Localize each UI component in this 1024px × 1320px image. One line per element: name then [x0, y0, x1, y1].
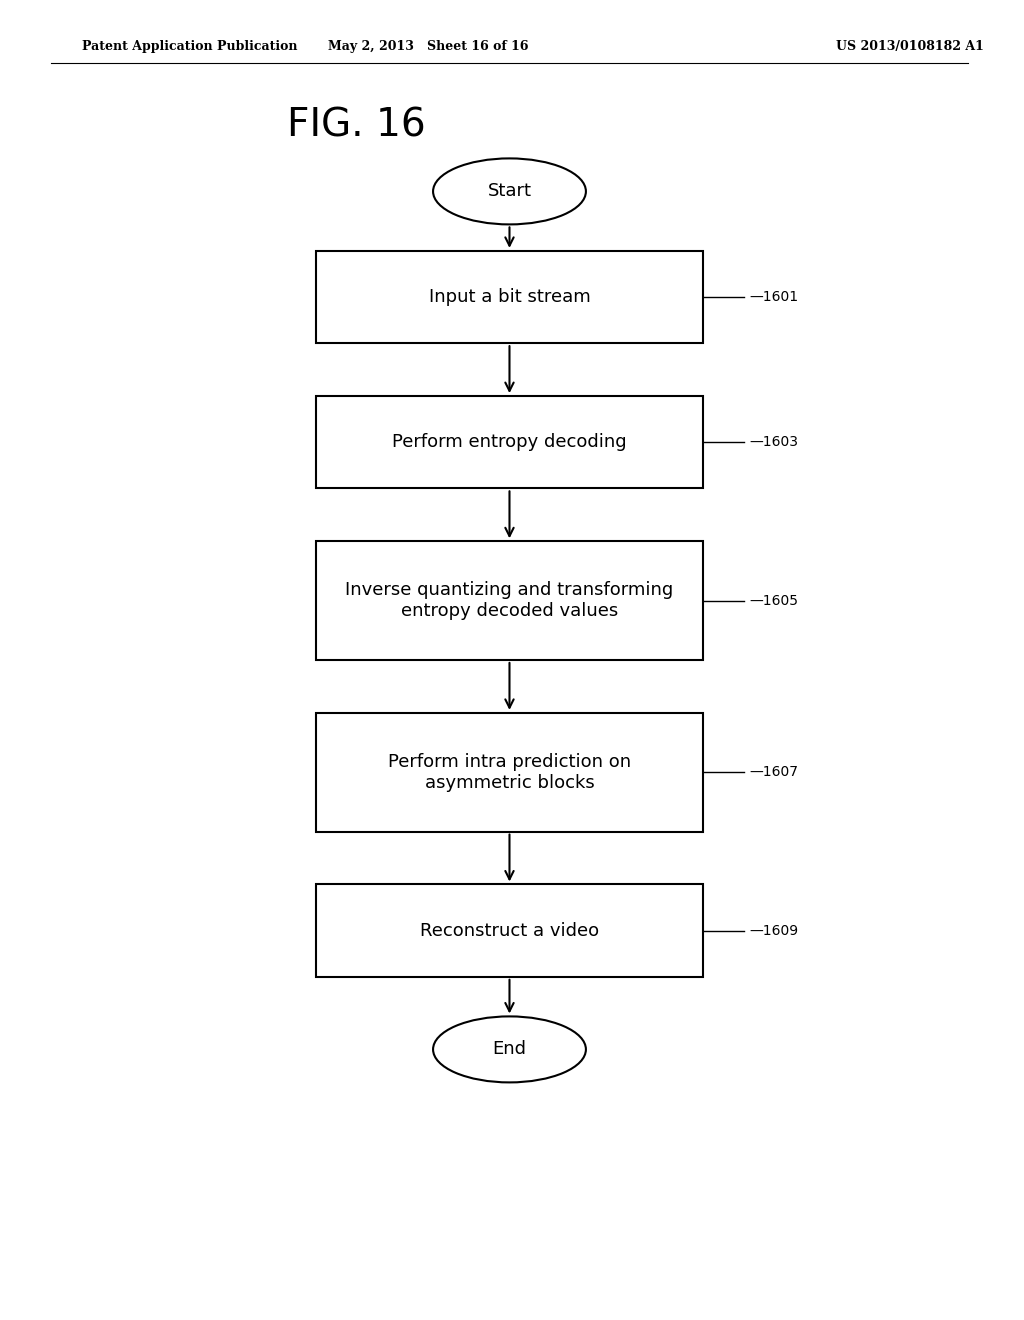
Text: FIG. 16: FIG. 16	[288, 107, 426, 144]
Text: —1601: —1601	[749, 290, 798, 304]
Text: —1603: —1603	[749, 436, 798, 449]
FancyBboxPatch shape	[315, 713, 703, 832]
FancyBboxPatch shape	[315, 396, 703, 488]
Text: Inverse quantizing and transforming
entropy decoded values: Inverse quantizing and transforming entr…	[345, 581, 674, 620]
Text: Reconstruct a video: Reconstruct a video	[420, 921, 599, 940]
Text: US 2013/0108182 A1: US 2013/0108182 A1	[836, 40, 983, 53]
FancyBboxPatch shape	[315, 884, 703, 977]
Ellipse shape	[433, 1016, 586, 1082]
Text: Perform entropy decoding: Perform entropy decoding	[392, 433, 627, 451]
Text: —1607: —1607	[749, 766, 798, 779]
Text: Perform intra prediction on
asymmetric blocks: Perform intra prediction on asymmetric b…	[388, 752, 631, 792]
Ellipse shape	[433, 158, 586, 224]
Text: May 2, 2013   Sheet 16 of 16: May 2, 2013 Sheet 16 of 16	[328, 40, 528, 53]
Text: —1605: —1605	[749, 594, 798, 607]
Text: Start: Start	[487, 182, 531, 201]
Text: Patent Application Publication: Patent Application Publication	[82, 40, 297, 53]
Text: —1609: —1609	[749, 924, 798, 937]
FancyBboxPatch shape	[315, 251, 703, 343]
Text: End: End	[493, 1040, 526, 1059]
Text: Input a bit stream: Input a bit stream	[429, 288, 591, 306]
FancyBboxPatch shape	[315, 541, 703, 660]
